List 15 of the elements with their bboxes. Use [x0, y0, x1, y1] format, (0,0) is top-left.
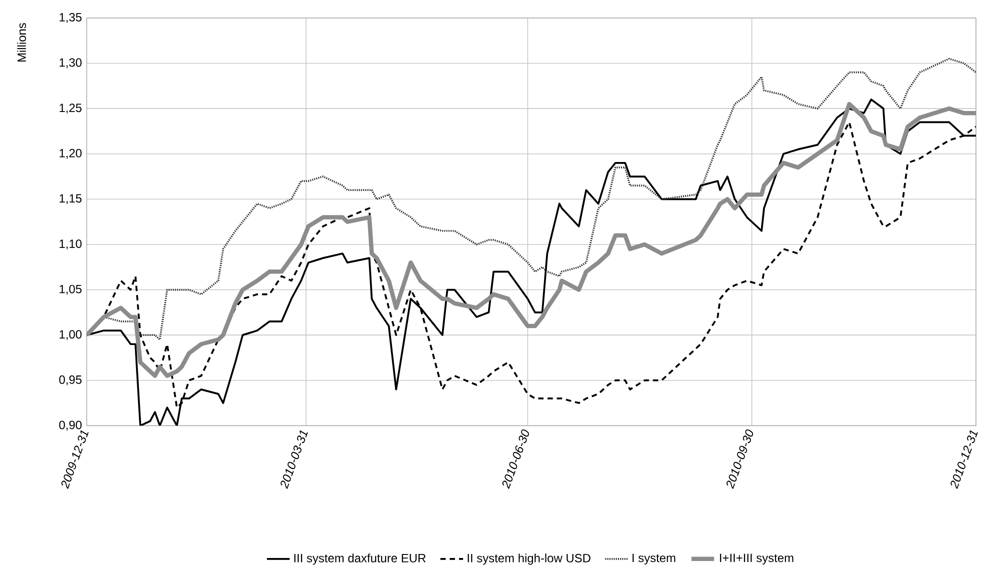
y-tick-label: 1,05: [60, 285, 82, 295]
y-tick-label: 1,30: [60, 58, 82, 68]
y-tick-label: 1,20: [60, 149, 82, 160]
y-tick-label: 1,15: [60, 194, 82, 204]
legend-label: I+II+III system: [720, 554, 794, 565]
y-tick-label: 1,35: [60, 13, 82, 24]
y-tick-label: 1,25: [60, 104, 82, 114]
legend-label: II system high-low USD: [468, 554, 590, 565]
legend-label: III system daxfuture EUR: [294, 554, 426, 565]
legend-label: I system: [632, 554, 676, 565]
y-tick-label: 0,95: [59, 376, 82, 386]
y-axis-title: Millions: [17, 23, 26, 62]
y-tick-label: 0,90: [59, 420, 82, 431]
y-tick-label: 1,10: [60, 240, 82, 250]
y-tick-label: 1,00: [60, 330, 82, 340]
